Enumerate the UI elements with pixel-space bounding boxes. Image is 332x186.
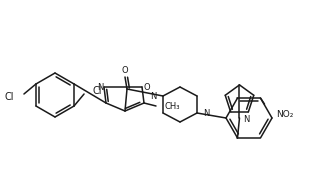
Text: N: N — [97, 83, 103, 92]
Text: Cl: Cl — [92, 86, 102, 96]
Text: N: N — [243, 116, 250, 124]
Text: CH₃: CH₃ — [165, 102, 181, 110]
Text: O: O — [122, 65, 128, 75]
Text: O: O — [144, 83, 150, 92]
Text: NO₂: NO₂ — [277, 110, 294, 119]
Text: Cl: Cl — [4, 92, 14, 102]
Text: N: N — [151, 92, 157, 100]
Text: N: N — [203, 108, 209, 118]
